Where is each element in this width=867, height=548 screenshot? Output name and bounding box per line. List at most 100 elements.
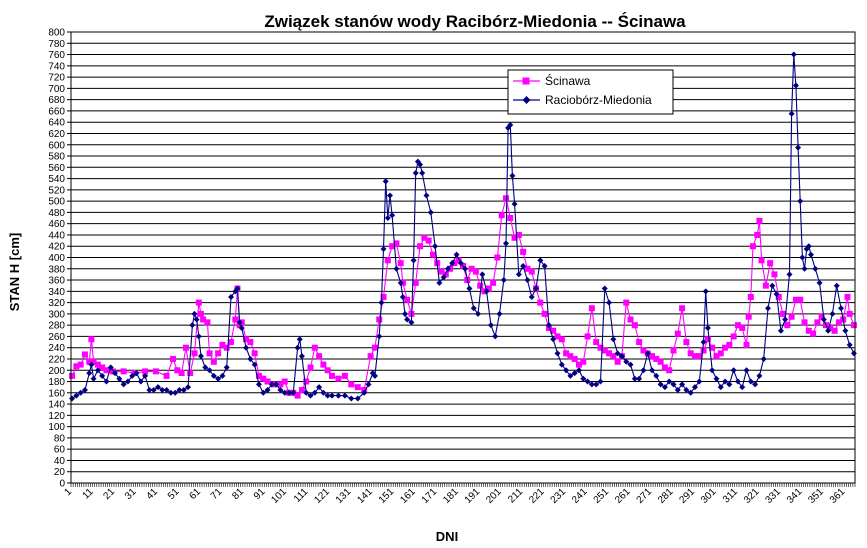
data-point-raciborz	[112, 370, 119, 377]
data-point-raciborz	[691, 384, 698, 391]
data-point-scinawa	[81, 351, 88, 358]
data-point-raciborz	[268, 381, 275, 388]
data-point-scinawa	[191, 350, 198, 357]
data-point-scinawa	[827, 324, 834, 331]
data-point-raciborz	[795, 144, 802, 151]
y-tick-label: 700	[48, 84, 65, 95]
x-tick-label: 21	[102, 486, 118, 502]
data-point-scinawa	[554, 333, 561, 340]
data-point-scinawa	[195, 299, 202, 306]
data-point-scinawa	[477, 282, 484, 289]
data-point-scinawa	[835, 319, 842, 326]
y-tick-label: 360	[48, 276, 65, 287]
x-tick-label: 191	[463, 486, 483, 506]
data-point-raciborz	[402, 310, 409, 317]
data-point-scinawa	[844, 293, 851, 300]
data-point-raciborz	[713, 375, 720, 382]
data-point-raciborz	[408, 319, 415, 326]
data-point-scinawa	[588, 305, 595, 312]
data-point-raciborz	[483, 288, 490, 295]
x-axis-ticks: 1 11 21 31 41 51 61 71 81 91 101 111 121 131 141 151 161…	[62, 483, 856, 506]
data-point-raciborz	[805, 243, 812, 250]
data-point-scinawa	[818, 313, 825, 320]
data-point-raciborz	[185, 384, 192, 391]
data-point-scinawa	[228, 339, 235, 346]
data-point-raciborz	[154, 384, 161, 391]
data-point-raciborz	[316, 384, 323, 391]
x-tick-label: 301	[699, 486, 719, 506]
data-point-raciborz	[507, 122, 514, 129]
data-point-scinawa	[485, 285, 492, 292]
data-point-scinawa	[88, 336, 95, 343]
data-point-scinawa	[567, 353, 574, 360]
data-point-scinawa	[653, 355, 660, 362]
data-point-scinawa	[103, 367, 110, 374]
data-point-scinawa	[320, 361, 327, 368]
data-point-raciborz	[709, 367, 716, 374]
data-point-scinawa	[90, 358, 97, 365]
y-tick-label: 520	[48, 185, 65, 196]
data-point-scinawa	[593, 339, 600, 346]
data-point-raciborz	[210, 372, 217, 379]
x-tick-label: 11	[81, 486, 96, 501]
y-tick-label: 0	[59, 479, 65, 490]
data-point-raciborz	[77, 389, 84, 396]
data-point-raciborz	[666, 378, 673, 385]
data-point-scinawa	[389, 243, 396, 250]
y-tick-label: 740	[48, 61, 65, 72]
x-tick-label: 271	[635, 486, 655, 506]
data-point-raciborz	[788, 110, 795, 117]
y-tick-label: 760	[48, 50, 65, 61]
data-point-scinawa	[324, 367, 331, 374]
data-point-raciborz	[215, 375, 222, 382]
y-tick-label: 140	[48, 400, 65, 411]
data-point-raciborz	[120, 381, 127, 388]
x-tick-label: 201	[484, 486, 504, 506]
data-point-scinawa	[801, 319, 808, 326]
data-point-raciborz	[792, 82, 799, 89]
data-point-raciborz	[195, 333, 202, 340]
data-point-scinawa	[507, 215, 514, 222]
data-point-raciborz	[412, 169, 419, 176]
data-point-scinawa	[494, 254, 501, 261]
data-point-scinawa	[563, 350, 570, 357]
data-point-raciborz	[649, 367, 656, 374]
data-point-raciborz	[81, 386, 88, 393]
x-tick-label: 351	[806, 486, 826, 506]
data-point-raciborz	[432, 243, 439, 250]
y-tick-label: 460	[48, 219, 65, 230]
data-point-raciborz	[202, 364, 209, 371]
y-tick-label: 540	[48, 174, 65, 185]
data-point-scinawa	[376, 316, 383, 323]
data-point-scinawa	[380, 293, 387, 300]
legend-label-scinawa: Ścinawa	[545, 73, 591, 88]
x-tick-label: 151	[377, 486, 397, 506]
x-tick-label: 71	[209, 486, 225, 502]
data-point-scinawa	[354, 384, 361, 391]
x-tick-label: 61	[187, 486, 203, 502]
data-point-raciborz	[500, 277, 507, 284]
data-point-raciborz	[825, 327, 832, 334]
data-point-raciborz	[453, 251, 460, 258]
data-point-scinawa	[421, 234, 428, 241]
data-point-scinawa	[743, 341, 750, 348]
data-point-scinawa	[468, 265, 475, 272]
data-point-scinawa	[747, 293, 754, 300]
data-point-raciborz	[193, 316, 200, 323]
data-point-raciborz	[466, 285, 473, 292]
x-tick-label: 181	[441, 486, 461, 506]
data-point-scinawa	[303, 378, 310, 385]
data-point-scinawa	[490, 279, 497, 286]
data-point-scinawa	[610, 353, 617, 360]
data-point-raciborz	[397, 279, 404, 286]
data-point-scinawa	[94, 361, 101, 368]
data-point-scinawa	[713, 353, 720, 360]
data-point-raciborz	[554, 350, 561, 357]
data-point-scinawa	[109, 368, 116, 375]
y-tick-label: 720	[48, 73, 65, 84]
data-point-raciborz	[644, 350, 651, 357]
data-point-scinawa	[215, 350, 222, 357]
data-point-raciborz	[760, 355, 767, 362]
data-point-scinawa	[438, 268, 445, 275]
data-point-raciborz	[756, 372, 763, 379]
